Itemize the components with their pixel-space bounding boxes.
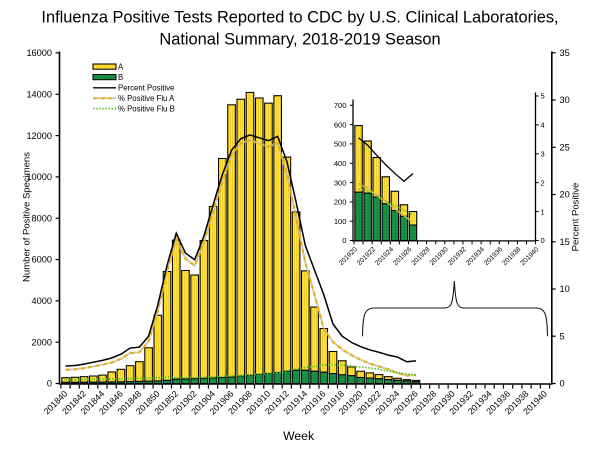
svg-text:B: B bbox=[118, 73, 123, 82]
svg-text:6000: 6000 bbox=[32, 255, 52, 265]
svg-text:300: 300 bbox=[334, 178, 347, 187]
svg-text:2000: 2000 bbox=[32, 337, 52, 347]
svg-text:30: 30 bbox=[560, 95, 570, 105]
svg-text:National Summary, 2018-2019 Se: National Summary, 2018-2019 Season bbox=[159, 31, 440, 49]
svg-text:35: 35 bbox=[560, 48, 570, 58]
svg-text:0: 0 bbox=[541, 236, 545, 245]
svg-text:500: 500 bbox=[334, 140, 347, 149]
svg-text:16000: 16000 bbox=[26, 48, 52, 58]
svg-text:400: 400 bbox=[334, 159, 347, 168]
svg-text:10000: 10000 bbox=[26, 172, 52, 182]
svg-text:12000: 12000 bbox=[26, 131, 52, 141]
svg-text:14000: 14000 bbox=[26, 90, 52, 100]
svg-text:25: 25 bbox=[560, 143, 570, 153]
svg-text:Influenza Positive Tests Repor: Influenza Positive Tests Reported to CDC… bbox=[41, 9, 558, 27]
svg-text:5: 5 bbox=[541, 92, 545, 101]
svg-text:Percent Positive: Percent Positive bbox=[571, 183, 582, 252]
svg-text:0: 0 bbox=[47, 379, 52, 389]
svg-text:700: 700 bbox=[334, 101, 347, 110]
svg-text:Number of Positive Specimens: Number of Positive Specimens bbox=[22, 152, 33, 282]
svg-text:0: 0 bbox=[560, 379, 565, 389]
svg-text:Percent Positive: Percent Positive bbox=[118, 84, 174, 93]
svg-text:600: 600 bbox=[334, 120, 347, 129]
svg-text:A: A bbox=[118, 63, 124, 72]
svg-text:8000: 8000 bbox=[32, 213, 52, 223]
svg-text:10: 10 bbox=[560, 284, 570, 294]
svg-text:5: 5 bbox=[560, 331, 565, 341]
svg-text:100: 100 bbox=[334, 217, 347, 226]
svg-text:% Positive Flu B: % Positive Flu B bbox=[118, 104, 175, 113]
svg-text:20: 20 bbox=[560, 190, 570, 200]
svg-text:4000: 4000 bbox=[32, 296, 52, 306]
svg-text:3: 3 bbox=[541, 150, 545, 159]
svg-text:15: 15 bbox=[560, 237, 570, 247]
svg-text:Week: Week bbox=[283, 429, 315, 443]
svg-text:2: 2 bbox=[541, 178, 545, 187]
svg-text:4: 4 bbox=[541, 121, 545, 130]
svg-text:0: 0 bbox=[342, 236, 346, 245]
svg-text:200: 200 bbox=[334, 198, 347, 207]
svg-text:1: 1 bbox=[541, 207, 545, 216]
svg-text:% Positive Flu A: % Positive Flu A bbox=[118, 94, 175, 103]
